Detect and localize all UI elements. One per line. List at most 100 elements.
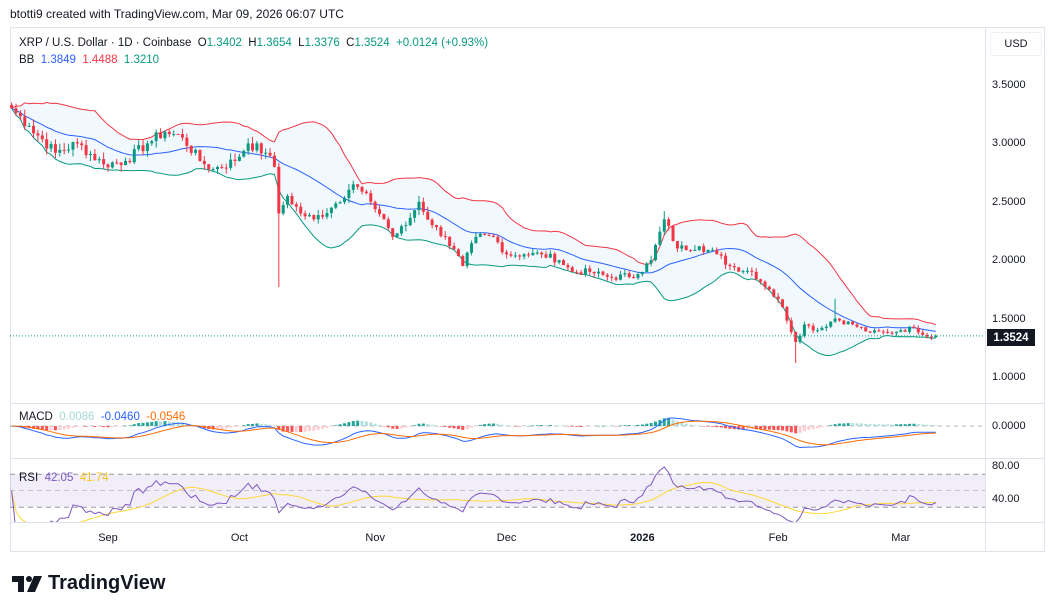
macd-histogram-bar: [724, 426, 728, 429]
candle-body: [544, 254, 548, 258]
candle-body: [540, 252, 544, 255]
candle-body: [268, 152, 272, 156]
macd-histogram-bar: [526, 425, 530, 427]
candle-body: [649, 260, 653, 264]
macd-histogram-bar: [461, 426, 465, 430]
candle-body: [430, 219, 434, 226]
candle-body: [737, 267, 741, 272]
macd-histogram-bar: [781, 426, 785, 431]
candle-body: [137, 145, 141, 150]
macd-histogram-bar: [102, 426, 106, 428]
candle-body: [58, 149, 62, 153]
macd-histogram-bar: [702, 426, 706, 427]
candle-body: [373, 201, 377, 210]
candle-body: [404, 225, 408, 227]
high-value: 1.3654: [256, 37, 292, 49]
macd-hist-value: 0.0086: [59, 411, 95, 423]
chart-plot-area[interactable]: [10, 27, 985, 522]
macd-histogram-bar: [334, 425, 338, 426]
time-tick-label: Feb: [768, 532, 788, 544]
macd-histogram-bar: [75, 426, 79, 427]
macd-histogram-bar: [601, 425, 605, 427]
candle-body: [456, 249, 460, 257]
symbol-legend: XRP / U.S. Dollar · 1D · Coinbase O1.340…: [19, 35, 488, 69]
candle-body: [18, 112, 22, 117]
macd-histogram-bar: [658, 419, 662, 426]
candle-body: [750, 270, 754, 272]
rsi-ma-line: [11, 481, 936, 522]
candle-body: [307, 215, 311, 217]
macd-histogram-bar: [45, 426, 49, 431]
close-label: C: [346, 37, 355, 49]
rsi-tick-label: 80.00: [992, 460, 1020, 472]
pane-divider-rsi[interactable]: [10, 458, 1045, 459]
macd-histogram-bar: [877, 424, 881, 426]
candle-body: [80, 143, 84, 146]
candle-body: [877, 330, 881, 332]
macd-histogram-bar: [84, 426, 88, 427]
candle-body: [290, 195, 294, 205]
candle-body: [518, 255, 522, 257]
macd-histogram-bar: [671, 419, 675, 426]
candle-body: [894, 331, 898, 334]
macd-histogram-bar: [378, 424, 382, 426]
macd-histogram-bar: [794, 426, 798, 434]
currency-button[interactable]: USD: [990, 32, 1042, 56]
candle-body: [671, 225, 675, 241]
change-value: +0.0124 (+0.93%): [396, 37, 489, 49]
macd-histogram-bar: [684, 423, 688, 426]
candle-body: [465, 252, 469, 267]
macd-histogram-bar: [654, 421, 657, 426]
macd-histogram-bar: [500, 424, 504, 426]
macd-histogram-bar: [465, 426, 469, 430]
bb-basis-line: [11, 107, 936, 332]
macd-histogram-bar: [413, 425, 417, 426]
candle-body: [316, 215, 320, 220]
macd-histogram-bar: [448, 426, 452, 428]
macd-histogram-bar: [531, 425, 535, 427]
candle-body: [281, 204, 285, 214]
macd-histogram-bar: [373, 423, 377, 426]
symbol-title[interactable]: XRP / U.S. Dollar · 1D · Coinbase: [19, 37, 192, 49]
macd-histogram-bar: [426, 424, 430, 426]
macd-histogram-bar: [693, 425, 697, 426]
price-tick-label: 3.5000: [992, 79, 1026, 91]
candle-body: [513, 255, 517, 257]
candle-body: [702, 246, 706, 252]
tradingview-logo-icon: [12, 575, 42, 592]
candle-body: [500, 242, 504, 253]
candle-body: [154, 132, 158, 142]
candle-body: [23, 116, 27, 127]
macd-histogram-bar: [307, 426, 311, 432]
candle-body: [93, 153, 97, 161]
macd-histogram-bar: [544, 425, 548, 426]
macd-legend[interactable]: MACD 0.0086 -0.0460 -0.0546: [19, 411, 185, 423]
macd-histogram-bar: [233, 426, 237, 428]
candle-body: [575, 271, 579, 273]
rsi-legend[interactable]: RSI 42.05 41.74: [19, 472, 109, 484]
macd-histogram-bar: [452, 426, 456, 429]
candle-body: [627, 273, 631, 278]
macd-histogram-bar: [767, 426, 771, 430]
macd-histogram-bar: [483, 424, 487, 426]
macd-histogram-bar: [491, 423, 495, 426]
pane-divider-macd[interactable]: [10, 403, 1045, 404]
candle-body: [106, 164, 110, 168]
candle-body: [899, 330, 903, 332]
candle-body: [570, 267, 574, 272]
candle-body: [185, 137, 189, 146]
bb-row[interactable]: BB 1.3849 1.4488 1.3210: [19, 52, 488, 69]
macd-histogram-bar: [662, 418, 666, 426]
macd-histogram-bar: [890, 424, 894, 426]
candle-body: [487, 234, 491, 236]
candle-body: [483, 233, 487, 235]
candle-body: [824, 326, 828, 328]
candle-body: [286, 195, 290, 205]
candle-body: [220, 166, 224, 168]
candle-body: [124, 160, 128, 166]
tradingview-logo[interactable]: TradingView: [12, 572, 165, 595]
candle-body: [693, 249, 697, 251]
macd-histogram-bar: [97, 426, 101, 427]
macd-histogram-bar: [303, 426, 307, 432]
macd-histogram-bar: [408, 426, 412, 427]
